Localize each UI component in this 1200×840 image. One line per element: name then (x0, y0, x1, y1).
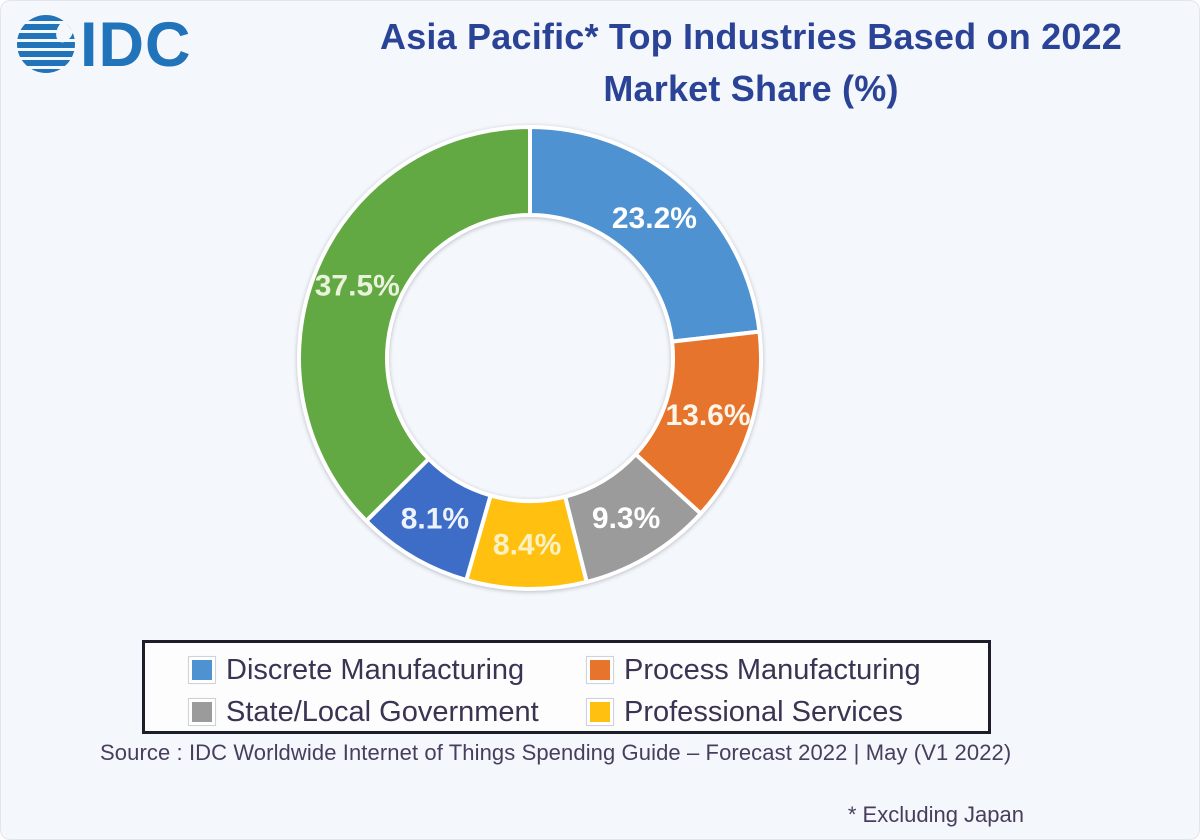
chart-title-line1: Asia Pacific* Top Industries Based on 20… (380, 16, 1122, 57)
donut-slice-label: 13.6% (665, 399, 750, 432)
legend-item-process-manufacturing: Process Manufacturing (586, 653, 988, 687)
donut-slice-label: 9.3% (592, 502, 660, 535)
legend-label: Professional Services (624, 695, 903, 728)
legend-item-discrete-manufacturing: Discrete Manufacturing (188, 653, 587, 687)
legend-swatch-icon (586, 698, 614, 726)
legend-label: Discrete Manufacturing (226, 653, 525, 686)
legend-swatch-icon (188, 698, 216, 726)
chart-title: Asia Pacific* Top Industries Based on 20… (291, 11, 1199, 115)
footnote-excluding-japan: * Excluding Japan (847, 802, 1024, 827)
legend-label: State/Local Government (226, 695, 539, 728)
legend-swatch-icon (586, 656, 614, 684)
legend-item-professional-services: Professional Services (586, 695, 988, 729)
donut-slice (297, 125, 532, 523)
donut-slice-label: 23.2% (612, 202, 697, 235)
chart-legend: Discrete Manufacturing Process Manufactu… (142, 640, 991, 734)
legend-label: Process Manufacturing (624, 653, 921, 686)
chart-title-line2: Market Share (%) (603, 68, 899, 109)
donut-slice (528, 125, 762, 344)
source-text: Source : IDC Worldwide Internet of Thing… (100, 740, 1012, 765)
legend-item-state-local-government: State/Local Government (188, 695, 587, 729)
donut-slice-label: 8.1% (401, 503, 469, 536)
legend-swatch-icon (188, 656, 216, 684)
donut-slice-label: 8.4% (493, 529, 561, 562)
donut-slice-label: 37.5% (315, 270, 400, 303)
idc-logo: IDC (17, 10, 192, 79)
idc-logo-text: IDC (80, 10, 192, 79)
